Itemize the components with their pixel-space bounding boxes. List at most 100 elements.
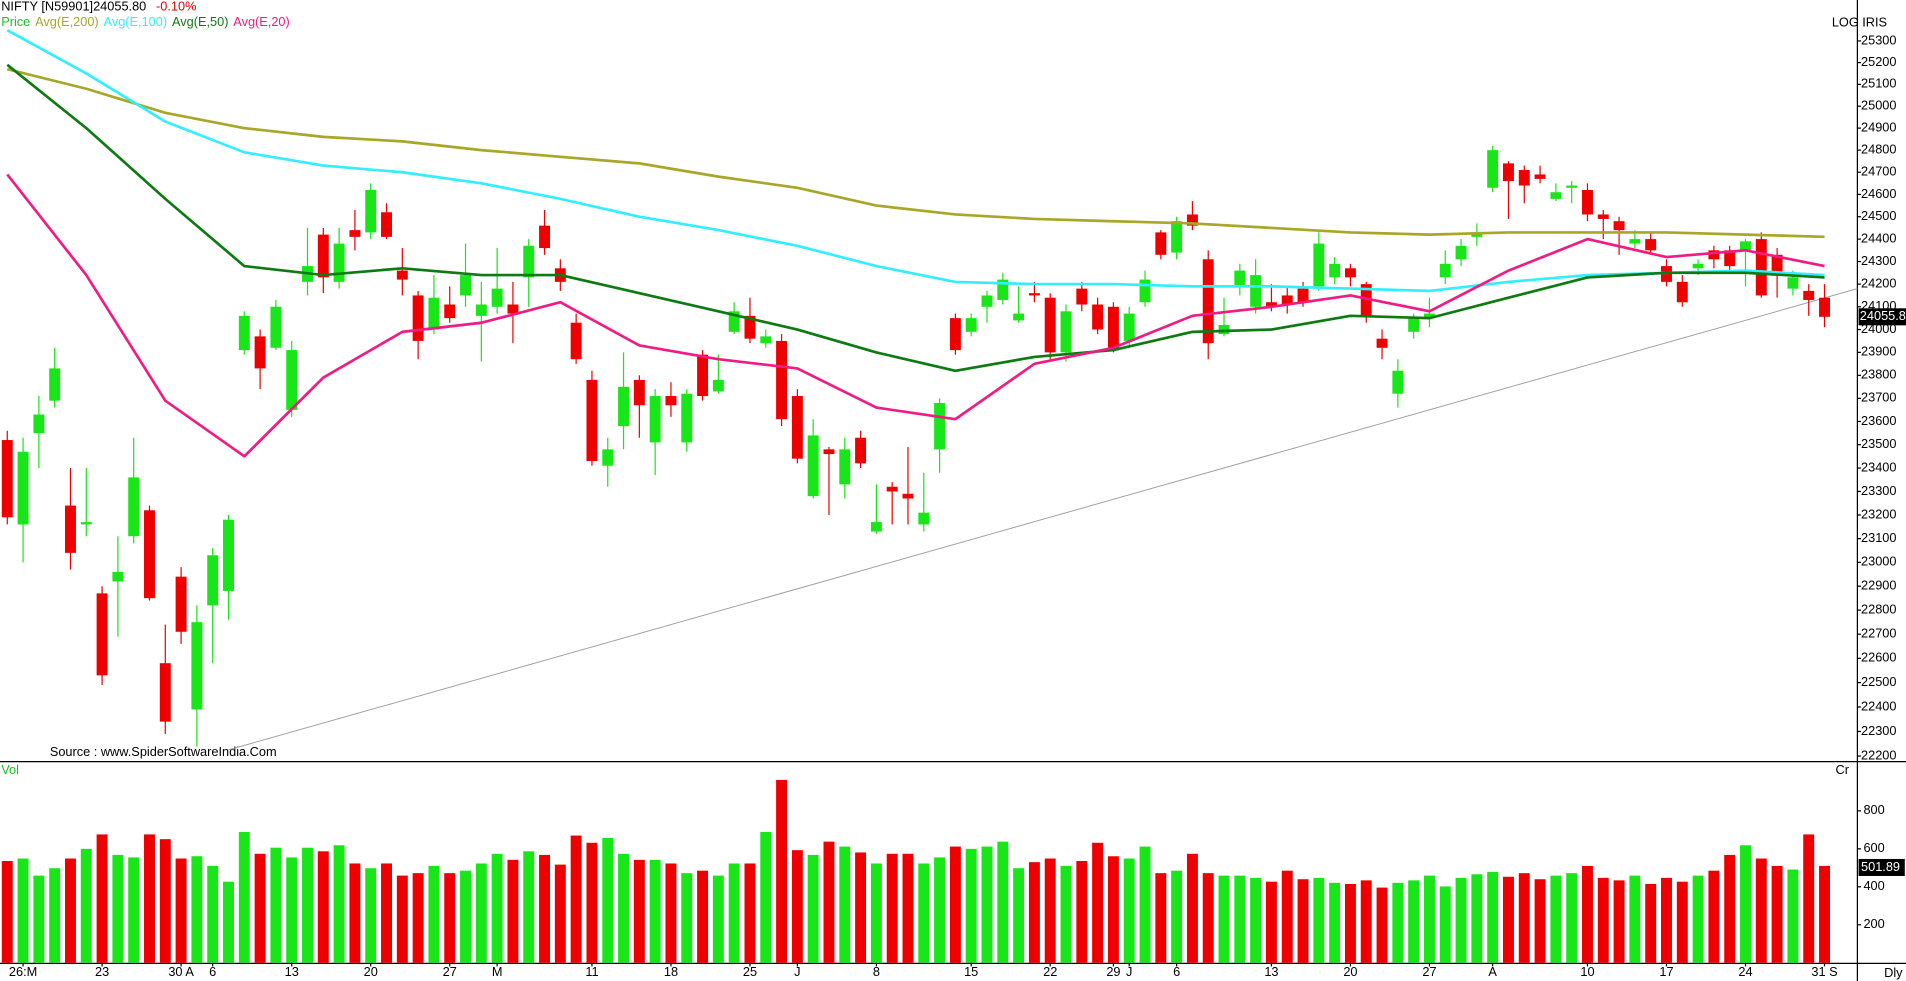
candle-body	[1645, 239, 1657, 251]
volume-bar	[1202, 873, 1214, 963]
volume-bar	[1629, 875, 1641, 963]
volume-bar	[1740, 845, 1751, 963]
volume-bar	[1139, 846, 1151, 963]
volume-bar	[507, 859, 519, 963]
y-tick-label: 23500	[1861, 436, 1896, 451]
y-tick-label: 24300	[1861, 253, 1896, 268]
volume-tick-label: 200	[1863, 916, 1884, 931]
y-tick-label: 25200	[1861, 54, 1896, 69]
candle-body	[49, 368, 61, 401]
x-tick-label: 8	[873, 964, 880, 979]
legend-entry: Avg(E,50)	[172, 14, 228, 29]
volume-bar	[523, 851, 535, 963]
candle-body	[365, 189, 377, 233]
candle-body	[791, 396, 803, 459]
y-tick-label: 24800	[1861, 142, 1896, 157]
candle-body	[760, 336, 772, 344]
candle-body	[570, 322, 582, 360]
legend: Price Avg(E,200) Avg(E,100) Avg(E,50) Avg(E,…	[1, 14, 290, 29]
candle-body	[1281, 295, 1293, 305]
volume-bar	[207, 865, 219, 963]
x-tick-label: 31 S	[1811, 964, 1837, 979]
x-tick-label: 10	[1580, 964, 1594, 979]
x-tick-label: 30 A	[168, 964, 194, 979]
volume-bar	[712, 875, 724, 963]
volume-bar	[1582, 865, 1593, 963]
last-price-label: 24055.8	[1860, 308, 1906, 323]
volume-bar	[997, 841, 1009, 963]
volume-unit: Cr	[1835, 762, 1849, 777]
volume-bar	[949, 846, 961, 963]
candle-body	[1329, 263, 1341, 278]
volume-tick-label: 600	[1863, 840, 1884, 855]
volume-bar	[1423, 875, 1435, 963]
volume-bar	[112, 854, 124, 963]
volume-bar	[886, 853, 898, 963]
candle-body	[1676, 281, 1688, 303]
volume-bar	[191, 856, 203, 963]
volume-bar	[681, 873, 693, 963]
y-tick-label: 24200	[1861, 275, 1896, 290]
candle-body	[839, 449, 851, 485]
moving-average	[6, 67, 1825, 239]
volume-bar	[128, 857, 140, 963]
volume-bar	[1265, 881, 1277, 963]
candle-body	[1613, 221, 1625, 231]
volume-bar	[1502, 876, 1514, 963]
volume-bar	[175, 858, 187, 963]
candle-body	[681, 393, 693, 443]
candle-body	[1629, 239, 1641, 244]
candle-body	[618, 386, 630, 427]
legend-price: Price	[1, 14, 30, 29]
volume-bar	[1771, 865, 1783, 963]
candle-body	[523, 245, 535, 278]
candle-body	[1771, 254, 1783, 276]
symbol: NIFTY [N59901]	[1, 0, 93, 14]
y-tick-label: 25000	[1861, 98, 1896, 113]
y-tick-label: 23400	[1861, 459, 1896, 474]
x-tick-label: 6	[209, 964, 216, 979]
candle-body	[175, 576, 187, 632]
scale-mode: LOG	[1832, 14, 1859, 29]
candle-body	[1202, 259, 1214, 344]
x-tick-label: J	[794, 964, 800, 979]
candle-body	[728, 311, 740, 332]
x-tick-label: 27	[1422, 964, 1436, 979]
candle-body	[1518, 170, 1530, 186]
volume-bar	[1313, 877, 1325, 963]
candle-body	[1708, 250, 1720, 260]
candle-body	[1740, 241, 1751, 251]
candle-body	[144, 510, 155, 599]
candle-body	[444, 304, 456, 319]
x-tick-label: 6	[1173, 964, 1180, 979]
y-tick-label: 22300	[1861, 723, 1896, 738]
candle-body	[460, 275, 471, 296]
x-tick-label: 22	[1043, 964, 1057, 979]
y-tick-label: 24600	[1861, 186, 1896, 201]
volume-bar	[1534, 879, 1546, 963]
volume-bar	[1234, 875, 1246, 963]
candle-body	[491, 288, 503, 307]
candle-body	[1060, 311, 1072, 353]
candle-body	[112, 571, 124, 582]
volume-bar	[238, 831, 250, 963]
volume-bar	[618, 853, 630, 963]
volume-bar	[633, 859, 645, 963]
candle-body	[1139, 279, 1151, 303]
volume-bar	[475, 863, 487, 963]
candle-body	[1376, 338, 1388, 348]
volume-bar	[444, 873, 456, 963]
y-tick-label: 24400	[1861, 230, 1896, 245]
volume-bar	[49, 868, 61, 963]
candle-body	[207, 555, 219, 606]
volume-bar	[1028, 862, 1040, 963]
volume-bar	[918, 863, 930, 963]
candle-body	[1, 440, 13, 518]
volume-bar	[1329, 882, 1341, 963]
candle-body	[886, 486, 898, 492]
volume-bar	[460, 870, 471, 963]
candle-body	[1487, 150, 1499, 188]
candle-body	[1534, 174, 1546, 179]
x-tick-label: 29	[1106, 964, 1120, 979]
